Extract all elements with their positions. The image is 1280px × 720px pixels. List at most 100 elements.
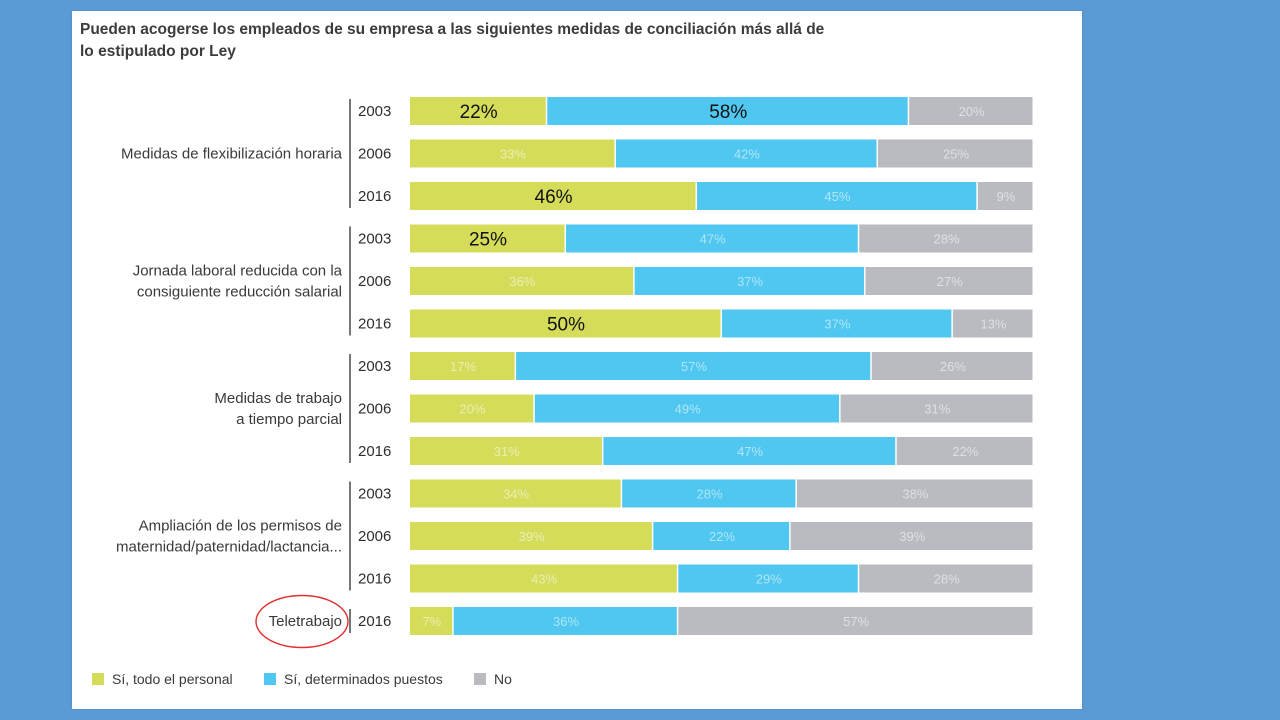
data-label: 33%	[500, 147, 526, 162]
year-label: 2003	[358, 486, 391, 503]
year-label: 2006	[358, 528, 391, 545]
bar-segment	[410, 309, 721, 338]
data-label: 34%	[503, 487, 529, 502]
legend-label: Sí, determinados puestos	[284, 671, 443, 687]
bar-segment	[410, 607, 453, 635]
bar-segment	[790, 522, 1033, 550]
stacked-bar-chart: 2003 22% 58% 20% 2006 33% 42% 25% 2016 46% 45% 9% Me…	[92, 97, 1033, 687]
bar-segment	[410, 479, 621, 508]
data-label: 42%	[734, 147, 760, 162]
bar-segment	[410, 394, 534, 423]
bar-segment	[410, 564, 677, 593]
bar-segment	[410, 139, 615, 168]
bar-segment	[896, 437, 1033, 465]
bar-segment	[634, 267, 865, 295]
bar-segment	[410, 267, 634, 295]
data-label: 27%	[937, 274, 963, 289]
data-label: 31%	[494, 444, 520, 459]
bar-segment	[909, 97, 1033, 125]
bar-segment	[653, 522, 790, 550]
data-label: 28%	[697, 487, 723, 502]
data-label: 36%	[553, 614, 579, 629]
data-label: 57%	[843, 614, 869, 629]
bar-segment	[615, 139, 877, 168]
bar-segment	[859, 564, 1033, 593]
bar-segment	[410, 224, 565, 253]
bar-segment	[977, 182, 1033, 210]
bar-segment	[410, 182, 696, 210]
group-label: Teletrabajo	[269, 613, 342, 630]
data-label: 37%	[737, 274, 763, 289]
bar-segment	[410, 352, 515, 380]
group-label: Ampliación de los permisos de	[139, 518, 342, 535]
bar-segment	[796, 479, 1033, 508]
data-label: 25%	[943, 147, 969, 162]
data-label: 49%	[675, 402, 701, 417]
bar-segment	[878, 139, 1033, 168]
data-label: 26%	[940, 359, 966, 374]
data-label: 39%	[519, 529, 545, 544]
bar-segment	[871, 352, 1033, 380]
year-label: 2006	[358, 146, 391, 163]
legend-swatch	[474, 673, 486, 685]
bar-segment	[859, 224, 1033, 253]
bar-segment	[865, 267, 1033, 295]
bar-segment	[622, 479, 796, 508]
data-label: 39%	[899, 529, 925, 544]
legend-label: No	[494, 671, 512, 687]
data-label: 57%	[681, 359, 707, 374]
group-label: a tiempo parcial	[236, 411, 342, 428]
bar-segment	[722, 309, 952, 338]
bar-segment	[566, 224, 858, 253]
data-label: 28%	[934, 572, 960, 587]
highlight-circle	[255, 594, 349, 649]
bar-segment	[603, 437, 896, 465]
group-label: Medidas de flexibilización horaria	[121, 146, 343, 163]
year-label: 2016	[358, 443, 391, 460]
year-label: 2006	[358, 273, 391, 290]
data-label: 36%	[509, 274, 535, 289]
year-label: 2016	[358, 571, 391, 588]
bar-segment	[697, 182, 977, 210]
data-label: 31%	[924, 402, 950, 417]
legend-swatch	[92, 673, 104, 685]
data-label: 22%	[460, 102, 498, 123]
data-label: 25%	[469, 230, 507, 251]
data-label: 20%	[959, 104, 985, 119]
bar-segment	[547, 97, 908, 125]
bar-segment	[840, 394, 1033, 423]
data-label: 43%	[531, 572, 557, 587]
year-label: 2016	[358, 316, 391, 333]
bar-segment	[410, 437, 602, 465]
data-label: 17%	[450, 359, 476, 374]
year-label: 2006	[358, 401, 391, 418]
year-label: 2003	[358, 231, 391, 248]
data-label: 22%	[709, 529, 735, 544]
group-label: Medidas de trabajo	[214, 390, 342, 407]
data-label: 38%	[902, 487, 928, 502]
bar-segment	[678, 607, 1033, 635]
year-label: 2016	[358, 613, 391, 630]
year-label: 2016	[358, 188, 391, 205]
group-label: consiguiente reducción salarial	[137, 284, 342, 301]
group-label: maternidad/paternidad/lactancia...	[116, 539, 342, 556]
data-label: 22%	[952, 444, 978, 459]
bar-segment	[952, 309, 1033, 338]
legend-swatch	[264, 673, 276, 685]
chart-title: Pueden acogerse los empleados de su empr…	[80, 21, 825, 60]
data-label: 13%	[980, 317, 1006, 332]
data-label: 47%	[737, 444, 763, 459]
group-label: Jornada laboral reducida con la	[133, 263, 343, 280]
data-label: 28%	[934, 232, 960, 247]
bar-segment	[516, 352, 871, 380]
data-label: 47%	[700, 232, 726, 247]
data-label: 20%	[459, 402, 485, 417]
data-label: 58%	[709, 102, 747, 123]
bar-segment	[453, 607, 677, 635]
bar-segment	[410, 522, 652, 550]
data-label: 7%	[422, 614, 441, 629]
bar-segment	[678, 564, 858, 593]
data-label: 9%	[997, 189, 1016, 204]
year-label: 2003	[358, 103, 391, 120]
legend-label: Sí, todo el personal	[112, 671, 233, 687]
